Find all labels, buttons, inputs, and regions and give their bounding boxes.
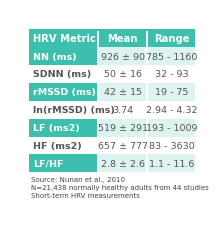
Text: 657 ± 777: 657 ± 777 [98, 141, 148, 150]
FancyBboxPatch shape [97, 32, 99, 175]
Text: rMSSD (ms): rMSSD (ms) [33, 88, 96, 97]
Text: ln(rMSSD) (ms): ln(rMSSD) (ms) [33, 106, 115, 115]
FancyBboxPatch shape [29, 155, 97, 173]
Text: 3.74: 3.74 [112, 106, 133, 115]
Text: Mean: Mean [108, 34, 138, 44]
Text: LF/HF: LF/HF [33, 159, 64, 168]
FancyBboxPatch shape [146, 32, 148, 175]
FancyBboxPatch shape [29, 48, 97, 66]
FancyBboxPatch shape [148, 48, 195, 66]
Text: 193 - 1009: 193 - 1009 [146, 124, 198, 133]
Text: 785 - 1160: 785 - 1160 [146, 52, 198, 61]
FancyBboxPatch shape [99, 155, 146, 173]
Text: 50 ± 16: 50 ± 16 [104, 70, 142, 79]
FancyBboxPatch shape [29, 119, 97, 137]
FancyBboxPatch shape [99, 48, 146, 66]
Text: 519 ± 291: 519 ± 291 [98, 124, 148, 133]
FancyBboxPatch shape [148, 119, 195, 137]
FancyBboxPatch shape [29, 30, 195, 48]
Text: Range: Range [154, 34, 190, 44]
FancyBboxPatch shape [29, 101, 97, 119]
Text: SDNN (ms): SDNN (ms) [33, 70, 92, 79]
Text: 2.94 - 4.32: 2.94 - 4.32 [146, 106, 198, 115]
FancyBboxPatch shape [29, 66, 97, 84]
Text: LF (ms2): LF (ms2) [33, 124, 80, 133]
Text: 19 - 75: 19 - 75 [155, 88, 189, 97]
FancyBboxPatch shape [29, 137, 97, 155]
Text: NN (ms): NN (ms) [33, 52, 77, 61]
FancyBboxPatch shape [99, 119, 146, 137]
Text: Source: Nunan et al., 2010
N=21,438 normally healthy adults from 44 studies
Shor: Source: Nunan et al., 2010 N=21,438 norm… [31, 177, 208, 198]
FancyBboxPatch shape [29, 84, 97, 101]
Text: 2.8 ± 2.6: 2.8 ± 2.6 [101, 159, 145, 168]
Text: 42 ± 15: 42 ± 15 [104, 88, 142, 97]
FancyBboxPatch shape [99, 101, 146, 119]
FancyBboxPatch shape [148, 101, 195, 119]
Text: HF (ms2): HF (ms2) [33, 141, 82, 150]
Text: 1.1 - 11.6: 1.1 - 11.6 [149, 159, 194, 168]
FancyBboxPatch shape [99, 137, 146, 155]
FancyBboxPatch shape [99, 84, 146, 101]
FancyBboxPatch shape [148, 84, 195, 101]
FancyBboxPatch shape [148, 155, 195, 173]
FancyBboxPatch shape [148, 66, 195, 84]
FancyBboxPatch shape [99, 66, 146, 84]
Text: 83 - 3630: 83 - 3630 [149, 141, 195, 150]
Text: HRV Metric: HRV Metric [33, 34, 96, 44]
Text: 32 - 93: 32 - 93 [155, 70, 189, 79]
Text: 926 ± 90: 926 ± 90 [101, 52, 145, 61]
FancyBboxPatch shape [148, 137, 195, 155]
